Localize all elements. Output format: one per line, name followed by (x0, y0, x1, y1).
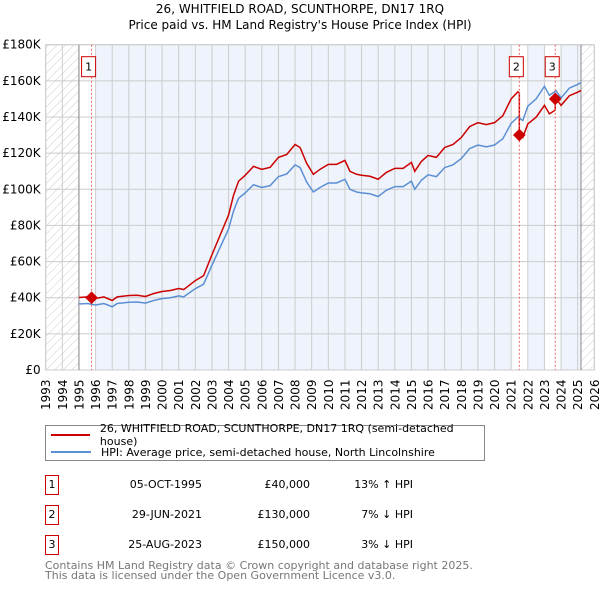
footer-line-1: Contains HM Land Registry data © Crown c… (45, 559, 473, 572)
y-tick-label: £60K (10, 255, 42, 269)
sale-price: £40,000 (264, 478, 311, 491)
y-tick-label: £80K (10, 218, 42, 232)
x-tick-label: 2012 (355, 379, 369, 410)
plot-frame (45, 44, 595, 371)
hpi-line (78, 81, 582, 308)
legend-item-hpi: HPI: Average price, semi-detached house,… (51, 444, 435, 460)
sale-date: 25-AUG-2023 (128, 538, 202, 551)
sale-hpi-diff: 3% ↓ HPI (361, 538, 413, 551)
x-tick-label: 2018 (455, 379, 469, 410)
x-tick-label: 2017 (438, 379, 452, 410)
sale-label-box (81, 56, 97, 78)
x-tick-label: 1999 (139, 379, 153, 410)
sales-table-row: 2 29-JUN-2021 £130,000 7% ↓ HPI (45, 505, 413, 525)
sale-label-number: 2 (513, 61, 520, 74)
legend-label-property: 26, WHITFIELD ROAD, SCUNTHORPE, DN17 1RQ… (99, 422, 454, 448)
x-tick-label: 2022 (521, 379, 535, 410)
sale-number-badge: 1 (45, 475, 59, 495)
sale-hpi-diff: 7% ↓ HPI (361, 508, 413, 521)
x-tick-label: 2005 (239, 379, 253, 410)
x-tick-label: 2002 (189, 379, 203, 410)
y-tick-label: £120K (2, 146, 42, 160)
x-tick-label: 2019 (471, 379, 485, 410)
sale-date: 05-OCT-1995 (129, 478, 202, 491)
x-tick-label: 2006 (255, 379, 269, 410)
sale-year-band (544, 44, 562, 370)
x-tick-label: 2024 (555, 379, 569, 410)
sale-year-band (78, 44, 96, 370)
hatched-region-after (581, 44, 595, 370)
y-tick-label: £160K (2, 74, 42, 88)
x-tick-label: 1993 (39, 379, 53, 410)
sales-table-row: 1 05-OCT-1995 £40,000 13% ↑ HPI (45, 475, 413, 495)
x-tick-label: 1998 (122, 379, 136, 410)
sale-label-box (544, 56, 560, 78)
sale-point (85, 291, 98, 305)
sale-price: £150,000 (257, 538, 311, 551)
sale-label-box (508, 56, 524, 78)
sale-number-badge: 2 (45, 505, 59, 525)
x-tick-label: 2009 (305, 379, 319, 410)
x-tick-label: 1997 (106, 379, 120, 410)
y-tick-label: £100K (2, 182, 42, 196)
x-tick-label: 2000 (156, 379, 170, 410)
sale-label-number: 3 (549, 61, 556, 74)
legend: 26, WHITFIELD ROAD, SCUNTHORPE, DN17 1RQ… (45, 422, 485, 461)
data-region-shade (78, 44, 582, 370)
sale-year-band (511, 44, 528, 370)
x-tick-label: 1994 (56, 379, 70, 410)
y-tick-label: £20K (10, 327, 42, 341)
sale-number-badge: 3 (45, 535, 59, 555)
sales-table-row: 3 25-AUG-2023 £150,000 3% ↓ HPI (45, 535, 413, 555)
x-tick-label: 2014 (388, 379, 402, 410)
sale-label-number: 1 (85, 61, 92, 74)
x-tick-label: 2008 (289, 379, 303, 410)
x-tick-label: 2010 (322, 379, 336, 410)
x-tick-label: 2003 (205, 379, 219, 410)
sale-date: 29-JUN-2021 (131, 508, 202, 521)
legend-swatch-hpi (51, 451, 91, 453)
x-tick-label: 2015 (405, 379, 419, 410)
x-tick-label: 1995 (72, 379, 86, 410)
y-tick-label: £140K (2, 110, 42, 124)
x-tick-label: 2021 (505, 379, 519, 410)
x-tick-label: 2007 (272, 379, 286, 410)
chart-subtitle: Price paid vs. HM Land Registry's House … (128, 18, 472, 32)
x-tick-label: 2023 (538, 379, 552, 410)
legend-label-hpi: HPI: Average price, semi-detached house,… (101, 445, 435, 459)
plot-area: 1993 1994 1995 1996 1997 1998 1999 2000 2001 2002… (2, 38, 600, 410)
x-tick-label: 2001 (172, 379, 186, 410)
x-tick-label: 2013 (372, 379, 386, 410)
x-tick-label: 2026 (588, 379, 600, 410)
legend-item-property: 26, WHITFIELD ROAD, SCUNTHORPE, DN17 1RQ… (51, 422, 484, 448)
y-tick-label: £180K (2, 38, 42, 52)
x-tick-label: 2004 (222, 379, 236, 410)
chart-title: 26, WHITFIELD ROAD, SCUNTHORPE, DN17 1RQ (155, 2, 445, 16)
y-tick-label: £40K (10, 291, 42, 305)
footer-line-2: This data is licensed under the Open Gov… (45, 569, 396, 582)
sale-price: £130,000 (257, 508, 311, 521)
x-tick-label: 1996 (89, 379, 103, 410)
y-tick-label: £0 (25, 363, 40, 377)
sale-hpi-diff: 13% ↑ HPI (354, 478, 413, 491)
x-tick-label: 2011 (338, 379, 352, 410)
x-tick-label: 2025 (571, 379, 585, 410)
x-tick-label: 2016 (422, 379, 436, 410)
legend-swatch-property (51, 434, 90, 436)
x-tick-label: 2020 (488, 379, 502, 410)
